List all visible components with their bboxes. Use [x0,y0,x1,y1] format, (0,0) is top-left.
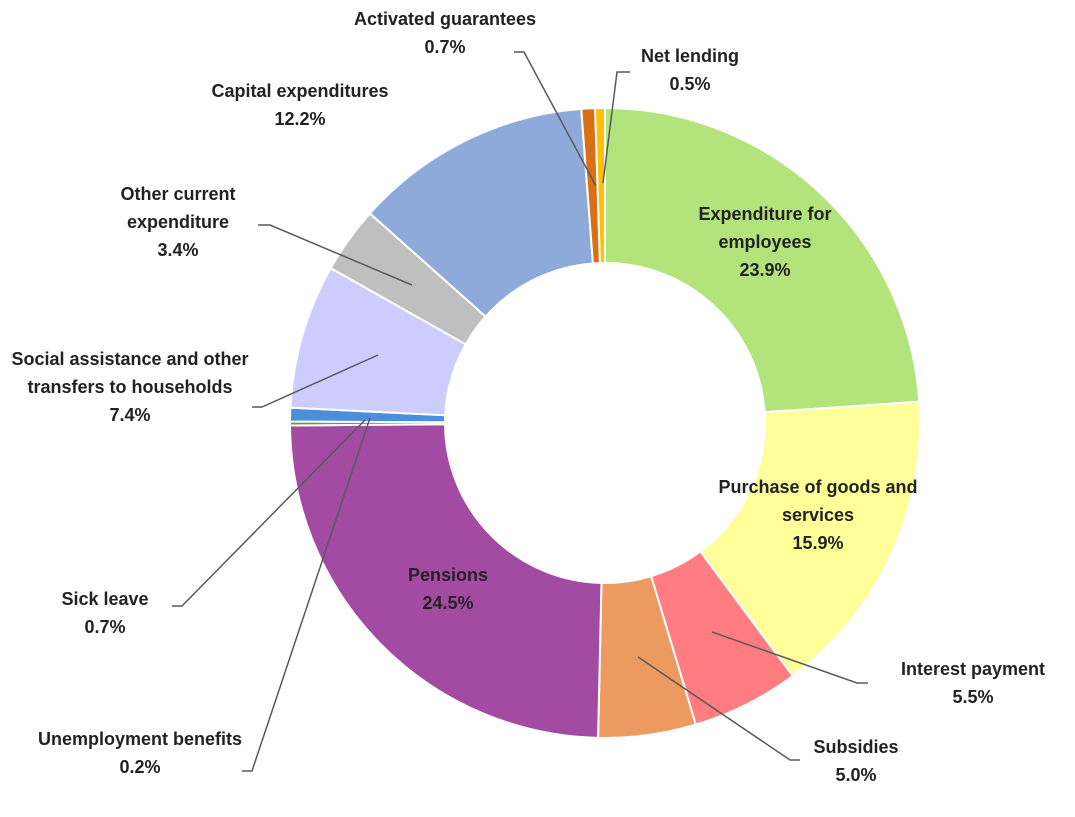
category-name: Capital expenditures [211,81,389,101]
slice-label: Social assistance and other transfers to… [0,345,265,429]
donut-slice [368,107,595,318]
value-label: 24.5% [422,593,474,613]
category-name: Social assistance and other transfers to… [11,349,249,397]
category-name: Expenditure for employees [698,204,832,252]
value-label: 5.0% [835,765,877,785]
value-label: 7.4% [109,405,151,425]
category-name: Net lending [641,46,739,66]
category-name: Purchase of goods and services [718,477,918,525]
category-name: Sick leave [61,589,149,609]
leader-line [637,656,800,761]
slice-label: Purchase of goods and services 15.9% [703,473,933,557]
value-label: 0.5% [669,74,711,94]
leader-line [252,354,379,408]
value-label: 3.4% [157,240,199,260]
leader-line [514,51,597,187]
slice-label: Net lending 0.5% [610,42,770,98]
slice-label: Subsidies 5.0% [781,733,931,789]
category-name: Pensions [407,565,489,585]
value-label: 5.5% [952,687,994,707]
value-label: 12.2% [274,109,326,129]
slice-label: Sick leave 0.7% [30,585,180,641]
donut-slice [604,106,921,414]
donut-slice [698,400,921,678]
donut-slice [289,423,603,739]
leader-line [172,419,366,607]
value-label: 0.2% [119,757,161,777]
category-name: Activated guarantees [353,9,537,29]
slice-label: Expenditure for employees 23.9% [665,200,865,284]
value-label: 23.9% [739,260,791,280]
leader-line [242,417,371,772]
value-label: 15.9% [792,533,844,553]
donut-slice [594,106,606,265]
slice-label: Pensions 24.5% [373,561,523,617]
slice-label: Interest payment 5.5% [858,655,1075,711]
category-name: Unemployment benefits [37,729,243,749]
leader-line [602,71,630,184]
leader-line [258,224,413,286]
slice-label: Unemployment benefits 0.2% [25,725,255,781]
category-name: Subsidies [813,737,899,757]
value-label: 0.7% [84,617,126,637]
slice-label: Other current expenditure 3.4% [78,180,278,264]
leader-line [711,631,868,684]
slice-label: Capital expenditures 12.2% [175,77,425,133]
category-name: Interest payment [900,659,1046,679]
slice-label: Activated guarantees 0.7% [345,5,545,61]
value-label: 0.7% [424,37,466,57]
category-name: Other current expenditure [120,184,236,232]
